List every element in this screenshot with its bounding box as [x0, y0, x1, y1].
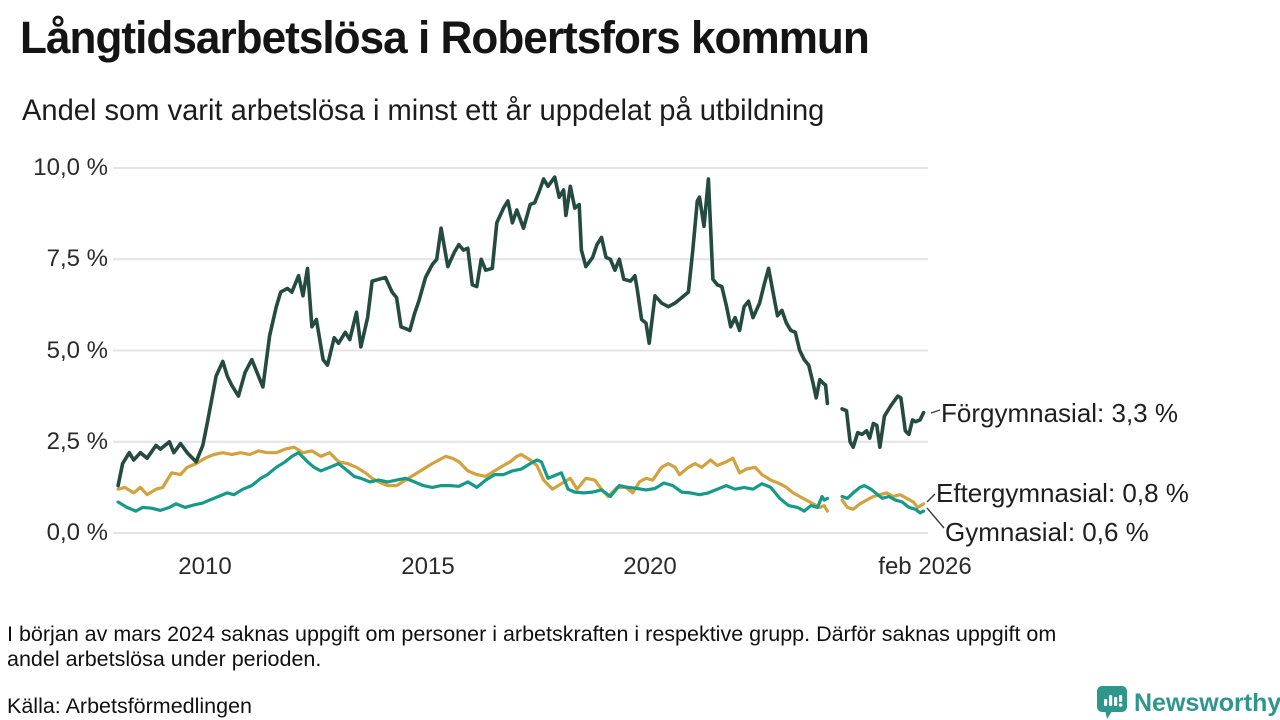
series-line-eftergymnasial — [840, 491, 926, 511]
series-label-eftergymnasial: Eftergymnasial: 0,8 % — [936, 478, 1189, 508]
series-label-forgymnasial: Förgymnasial: 3,3 % — [941, 398, 1178, 428]
y-tick-label-00: 0,0 % — [46, 519, 108, 546]
footnote-line-1: I början av mars 2024 saknas uppgift om … — [7, 622, 1057, 646]
connector-gymnasial — [926, 507, 945, 529]
series-label-gymnasial: Gymnasial: 0,6 % — [945, 517, 1149, 547]
series-line-gymnasial — [840, 484, 926, 515]
connector-forgymnasial — [930, 409, 941, 414]
footnote-line-2: andel arbetslösa under perioden. — [7, 647, 322, 671]
series-line-gymnasial — [116, 451, 830, 513]
y-tick-label-25: 2,5 % — [46, 428, 108, 455]
series-lines — [116, 175, 926, 515]
source-credit: Källa: Arbetsförmedlingen — [7, 694, 253, 718]
newsworthy-logo-icon — [1097, 686, 1127, 719]
page-title: Långtidsarbetslösa i Robertsfors kommun — [20, 12, 870, 63]
y-tick-label-75: 7,5 % — [46, 245, 108, 272]
x-tick-label-feb-2026: feb 2026 — [878, 553, 972, 580]
connector-eftergymnasial — [926, 493, 936, 503]
gridlines — [113, 167, 928, 534]
x-tick-label-2020: 2020 — [623, 553, 677, 580]
series-line-förgymnasial — [840, 394, 926, 450]
series-line-förgymnasial — [116, 175, 830, 488]
newsworthy-logo-text: Newsworthy — [1134, 689, 1280, 717]
series-line-eftergymnasial — [116, 445, 830, 513]
y-tick-label-50: 5,0 % — [46, 337, 108, 364]
x-tick-label-2010: 2010 — [178, 553, 232, 580]
annotation-connectors — [926, 409, 945, 529]
x-tick-label-2015: 2015 — [401, 553, 455, 580]
y-tick-label-100: 10,0 % — [33, 154, 108, 181]
page-subtitle: Andel som varit arbetslösa i minst ett å… — [22, 94, 825, 127]
